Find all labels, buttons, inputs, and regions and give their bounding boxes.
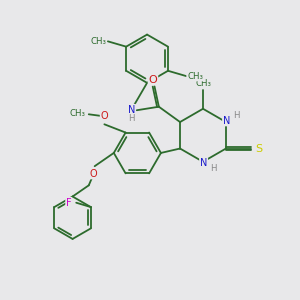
- Text: CH₃: CH₃: [195, 79, 211, 88]
- Text: S: S: [255, 143, 262, 154]
- Text: CH₃: CH₃: [70, 109, 86, 118]
- Text: H: H: [210, 164, 217, 173]
- Text: N: N: [223, 116, 230, 126]
- Text: CH₃: CH₃: [90, 37, 106, 46]
- Text: H: H: [128, 114, 135, 123]
- Text: N: N: [200, 158, 207, 168]
- Text: F: F: [66, 198, 72, 208]
- Text: O: O: [90, 169, 98, 178]
- Text: O: O: [148, 75, 157, 85]
- Text: O: O: [100, 111, 108, 122]
- Text: N: N: [128, 105, 135, 115]
- Text: H: H: [233, 111, 239, 120]
- Text: CH₃: CH₃: [187, 72, 203, 81]
